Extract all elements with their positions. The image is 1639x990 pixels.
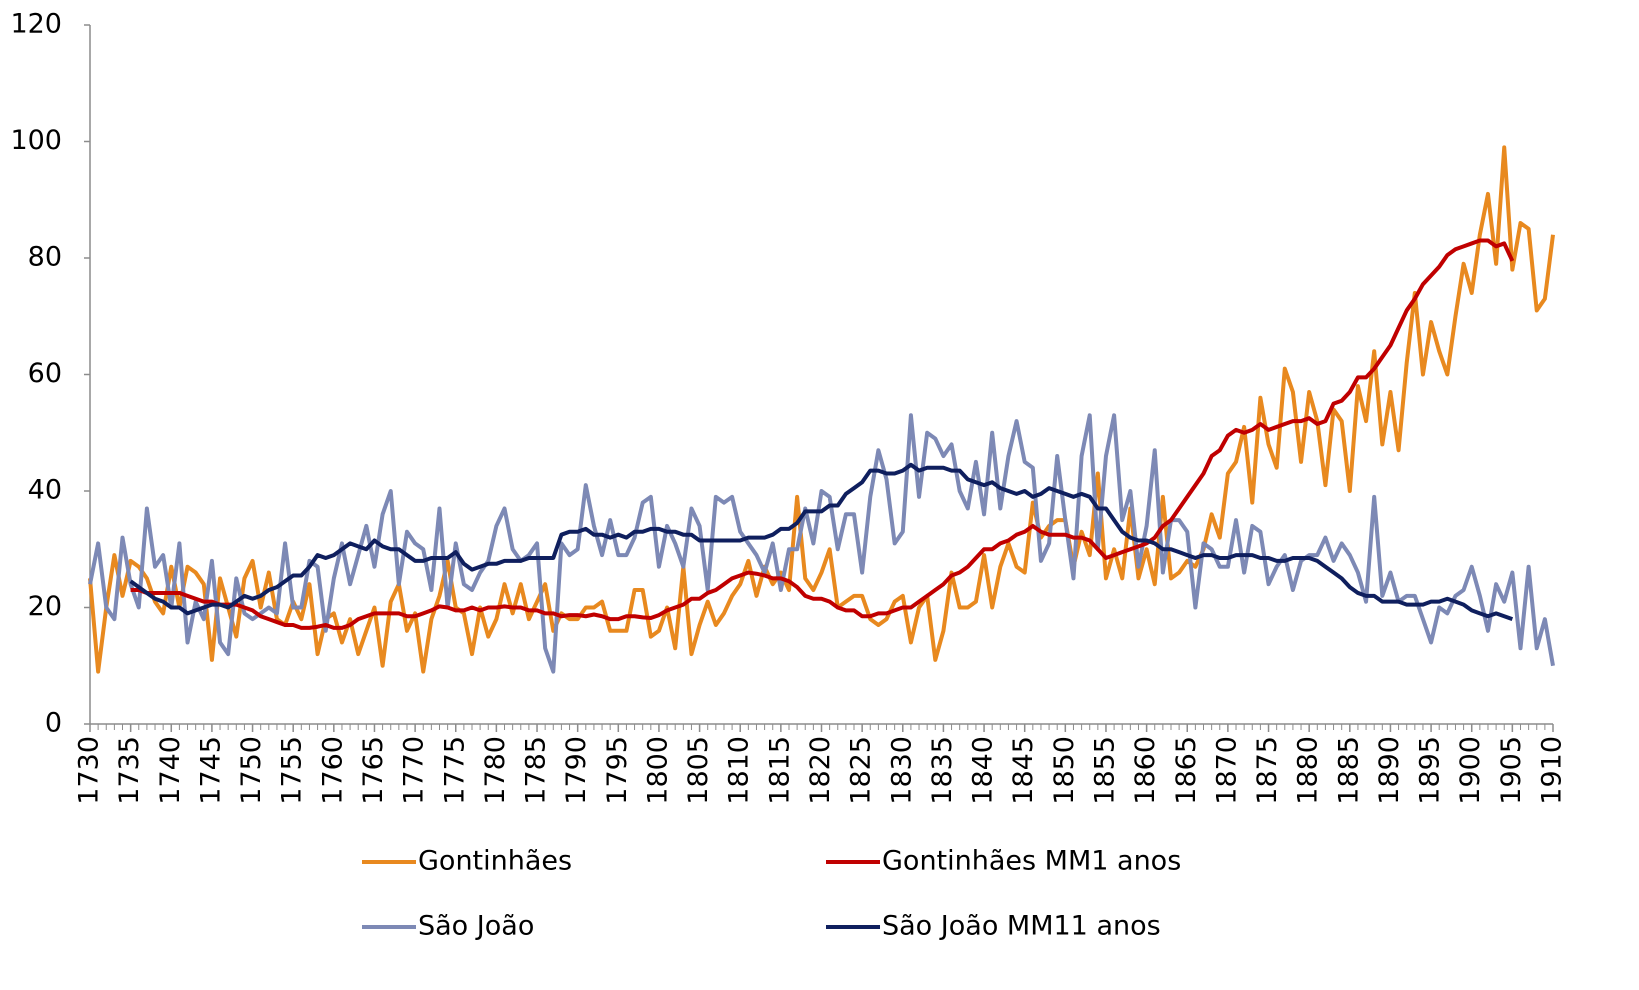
x-tick-label: 1760 <box>317 736 348 805</box>
x-tick-label: 1750 <box>236 736 267 805</box>
x-tick-label: 1890 <box>1374 736 1405 805</box>
x-tick-label: 1855 <box>1089 736 1120 805</box>
x-tick-label: 1910 <box>1537 736 1568 805</box>
x-tick-label: 1860 <box>1130 736 1161 805</box>
x-tick-label: 1745 <box>195 736 226 805</box>
x-tick-label: 1815 <box>764 736 795 805</box>
x-tick-label: 1795 <box>602 736 633 805</box>
x-tick-label: 1730 <box>74 736 105 805</box>
x-tick-label: 1880 <box>1293 736 1324 805</box>
series-line <box>88 413 1555 674</box>
x-tick-label: 1825 <box>846 736 877 805</box>
series-line <box>130 238 1515 630</box>
x-tick-label: 1820 <box>805 736 836 805</box>
x-tick-label: 1785 <box>521 736 552 805</box>
x-tick-label: 1870 <box>1211 736 1242 805</box>
x-tick-label: 1770 <box>399 736 430 805</box>
y-tick-label: 120 <box>10 9 62 40</box>
x-tick-label: 1765 <box>358 736 389 805</box>
x-tick-label: 1740 <box>155 736 186 805</box>
x-tick-label: 1810 <box>724 736 755 805</box>
x-tick-label: 1895 <box>1415 736 1446 805</box>
x-tick-label: 1845 <box>1008 736 1039 805</box>
y-tick-label: 20 <box>28 591 62 622</box>
legend-label: São João <box>418 911 534 942</box>
legend-label: Gontinhães MM1 anos <box>882 846 1181 877</box>
y-tick-label: 60 <box>28 358 62 389</box>
x-tick-label: 1830 <box>886 736 917 805</box>
x-tick-label: 1780 <box>480 736 511 805</box>
x-tick-label: 1840 <box>968 736 999 805</box>
x-tick-label: 1835 <box>927 736 958 805</box>
legend-label: São João MM11 anos <box>882 911 1161 942</box>
x-tick-label: 1875 <box>1252 736 1283 805</box>
series-line <box>129 462 1514 622</box>
x-tick-label: 1865 <box>1171 736 1202 805</box>
x-tick-label: 1900 <box>1455 736 1486 805</box>
x-tick-label: 1755 <box>277 736 308 805</box>
x-tick-label: 1905 <box>1496 736 1527 805</box>
x-tick-label: 1885 <box>1333 736 1364 805</box>
x-tick-label: 1790 <box>561 736 592 805</box>
series-line <box>88 145 1555 674</box>
legend-label: Gontinhães <box>418 846 572 877</box>
y-tick-label: 80 <box>28 242 62 273</box>
y-tick-label: 100 <box>10 125 62 156</box>
y-tick-label: 40 <box>28 475 62 506</box>
x-tick-label: 1775 <box>439 736 470 805</box>
x-tick-label: 1805 <box>683 736 714 805</box>
x-tick-label: 1800 <box>642 736 673 805</box>
x-tick-label: 1850 <box>1049 736 1080 805</box>
y-tick-label: 0 <box>45 708 62 739</box>
x-tick-label: 1735 <box>114 736 145 805</box>
